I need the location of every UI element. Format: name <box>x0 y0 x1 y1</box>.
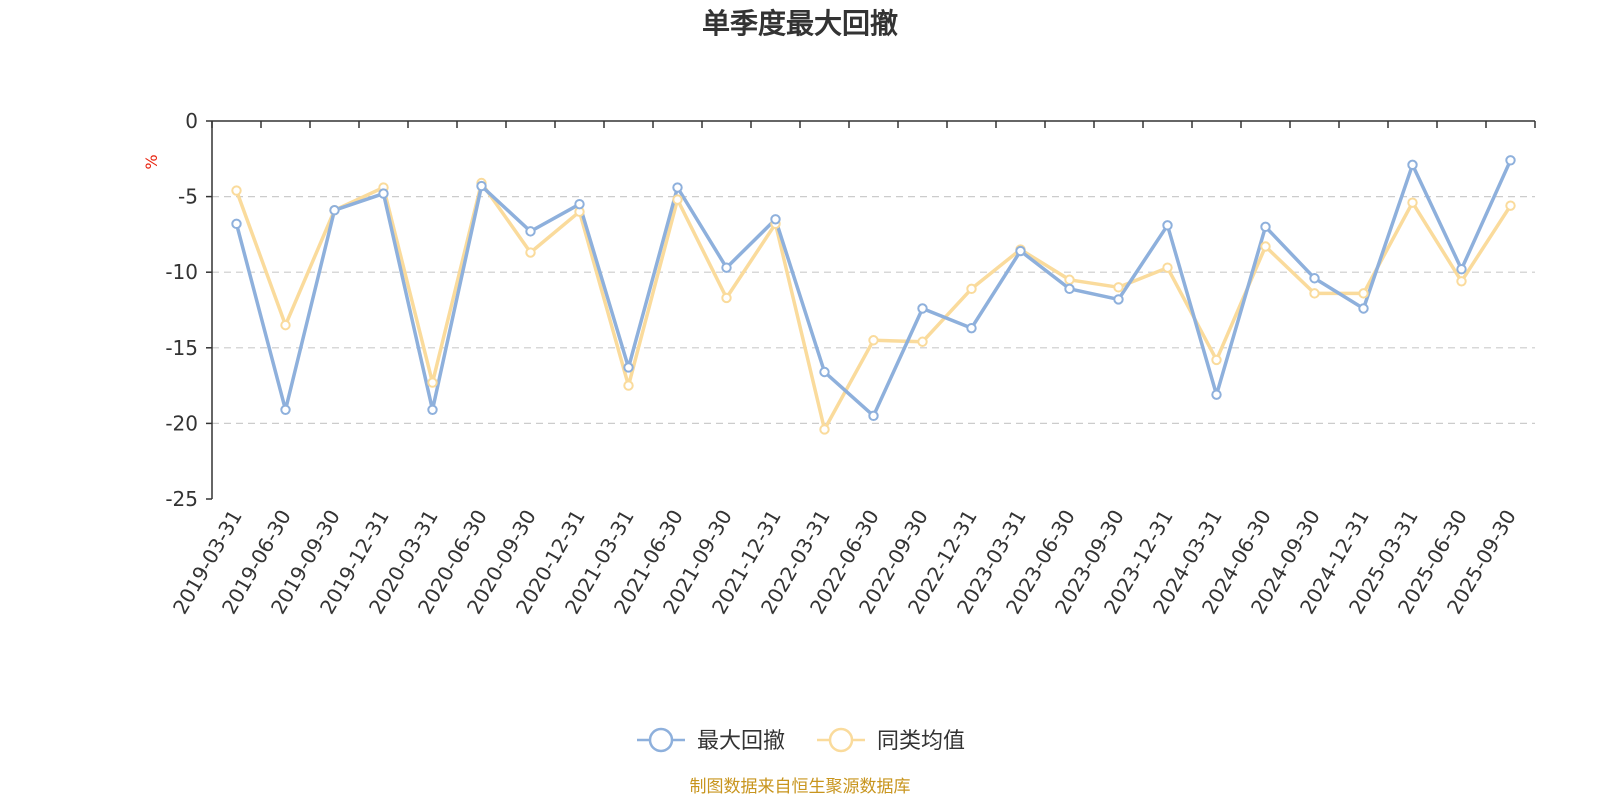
data-point[interactable] <box>1407 197 1418 208</box>
data-point[interactable] <box>917 303 928 314</box>
data-point[interactable] <box>231 218 242 230</box>
y-axis-unit-label: % <box>142 154 161 169</box>
y-tick-label: -15 <box>165 336 198 360</box>
data-point[interactable] <box>868 410 879 422</box>
data-point[interactable] <box>1113 282 1124 293</box>
data-point[interactable] <box>1309 273 1320 284</box>
y-tick-label: -5 <box>178 185 198 209</box>
data-point[interactable] <box>427 404 438 415</box>
data-point[interactable] <box>1358 288 1369 299</box>
legend-item-label[interactable]: 同类均值 <box>877 729 965 754</box>
y-tick-label: -20 <box>165 411 198 435</box>
data-point[interactable] <box>329 205 340 216</box>
data-point[interactable] <box>721 292 732 304</box>
data-point[interactable] <box>280 319 291 331</box>
y-tick-label: 0 <box>185 109 198 133</box>
data-source-note: 制图数据来自恒生聚源数据库 <box>690 777 911 797</box>
data-point[interactable] <box>1162 262 1173 273</box>
data-point[interactable] <box>1260 221 1271 233</box>
legend-item-label[interactable]: 最大回撤 <box>697 729 785 754</box>
chart-title: 单季度最大回撤 <box>702 7 898 40</box>
data-point[interactable] <box>1211 354 1222 366</box>
data-point[interactable] <box>1064 283 1075 295</box>
legend-marker <box>828 727 854 753</box>
data-point[interactable] <box>525 226 536 237</box>
data-point[interactable] <box>966 322 977 334</box>
data-point[interactable] <box>1309 288 1320 299</box>
data-point[interactable] <box>672 182 683 193</box>
data-point[interactable] <box>721 262 732 273</box>
data-point[interactable] <box>819 424 830 435</box>
data-point[interactable] <box>1456 263 1467 275</box>
data-point[interactable] <box>427 377 438 388</box>
data-point[interactable] <box>623 362 634 373</box>
data-point[interactable] <box>966 283 977 295</box>
data-point[interactable] <box>868 335 879 346</box>
data-point[interactable] <box>1260 241 1271 252</box>
legend-marker <box>648 727 674 753</box>
data-point[interactable] <box>1113 294 1124 305</box>
data-point[interactable] <box>525 247 536 258</box>
data-point[interactable] <box>672 194 683 205</box>
data-point[interactable] <box>1358 303 1369 314</box>
data-point[interactable] <box>378 188 389 199</box>
data-point[interactable] <box>917 336 928 347</box>
data-point[interactable] <box>1064 274 1075 285</box>
data-point[interactable] <box>280 404 291 415</box>
y-tick-label: -10 <box>165 260 198 284</box>
data-point[interactable] <box>231 185 242 196</box>
data-point[interactable] <box>1211 389 1222 400</box>
data-point[interactable] <box>1407 159 1418 171</box>
data-point[interactable] <box>476 180 487 192</box>
grid-lines <box>212 196 1535 424</box>
data-point[interactable] <box>1456 276 1467 287</box>
data-point[interactable] <box>623 380 634 391</box>
data-point[interactable] <box>1162 220 1173 231</box>
data-point[interactable] <box>574 198 585 210</box>
series-line-最大回撤 <box>234 158 1513 418</box>
data-point[interactable] <box>770 214 781 225</box>
data-point[interactable] <box>1015 245 1026 257</box>
data-point[interactable] <box>819 366 830 378</box>
data-point[interactable] <box>1505 155 1516 166</box>
series-lines <box>231 155 1516 435</box>
data-point[interactable] <box>1505 200 1516 211</box>
legend[interactable]: 最大回撤 同类均值 <box>637 727 965 754</box>
axes: 0-5-10-15-20-252019-03-312019-06-302019-… <box>165 109 1536 618</box>
y-tick-label: -25 <box>165 487 198 511</box>
